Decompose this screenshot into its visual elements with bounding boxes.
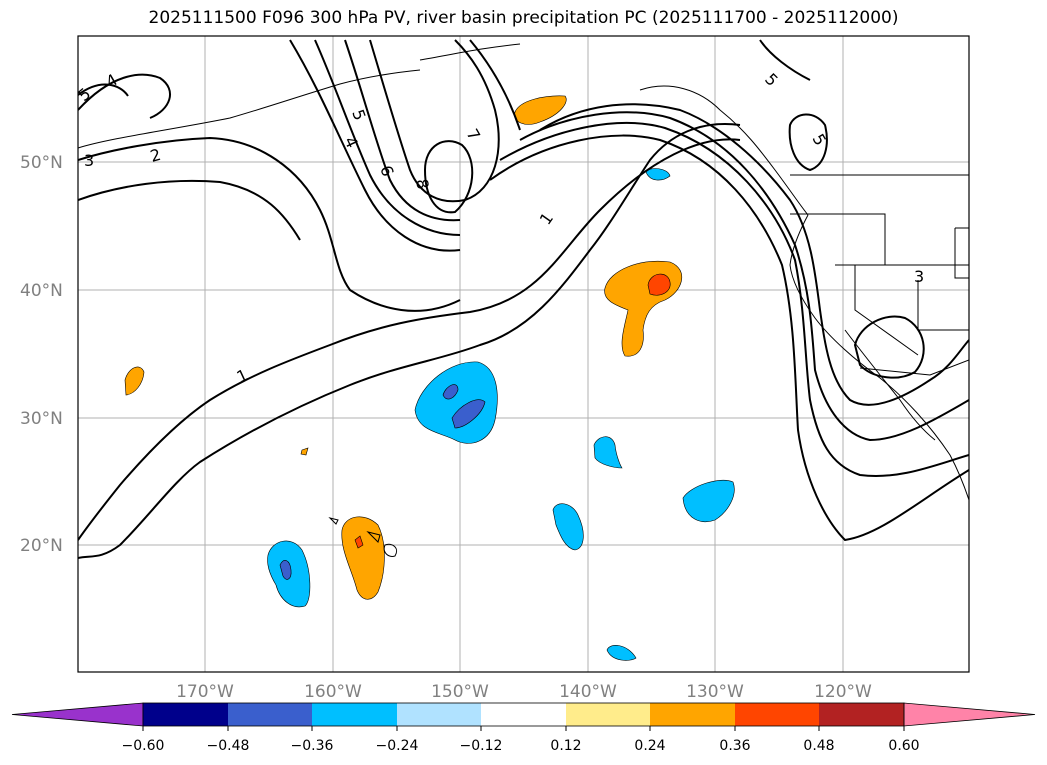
lon-label-130: 130°W bbox=[686, 682, 744, 702]
precip-strong-patch bbox=[354, 535, 364, 549]
precipitation-shading bbox=[124, 95, 735, 661]
colorbar: −0.60 −0.48 −0.36 −0.24 −0.12 0.12 0.24 … bbox=[11, 702, 1036, 754]
pv-contour-outer bbox=[499, 122, 969, 477]
colorbar-tick-label: 0.60 bbox=[888, 738, 919, 754]
pv-contour-1 bbox=[78, 138, 741, 541]
latitude-labels: 50°N 40°N 30°N 20°N bbox=[20, 153, 63, 556]
colorbar-outline bbox=[142, 702, 905, 727]
colorbar-bin bbox=[228, 703, 312, 726]
colorbar-extend-min bbox=[11, 702, 144, 727]
colorbar-bin bbox=[312, 703, 397, 726]
colorbar-tick-label: −0.12 bbox=[460, 738, 503, 754]
coastlines bbox=[78, 43, 969, 557]
hawaii-island bbox=[328, 517, 398, 557]
longitude-labels: 170°W 160°W 150°W 140°W 130°W 120°W bbox=[176, 682, 872, 702]
north-america-west-coast bbox=[789, 214, 969, 501]
pv-contour-4 bbox=[78, 73, 171, 119]
colorbar-bin bbox=[650, 703, 735, 726]
colorbar-tick-label: −0.60 bbox=[122, 738, 165, 754]
lat-label-30: 30°N bbox=[20, 409, 63, 429]
pv-contour-5 bbox=[759, 39, 811, 81]
pv-label: 3 bbox=[914, 267, 924, 286]
lat-label-50: 50°N bbox=[20, 153, 63, 173]
precip-negative-patch bbox=[552, 503, 584, 551]
alaska-southeast-coast bbox=[639, 85, 809, 216]
pv-contour-5 bbox=[314, 39, 461, 236]
colorbar-tick-label: 0.12 bbox=[550, 738, 581, 754]
precip-positive-patch bbox=[300, 447, 309, 456]
pv-contour-4 bbox=[289, 39, 461, 252]
pv-contour-8 bbox=[423, 140, 474, 214]
lat-label-20: 20°N bbox=[20, 536, 63, 556]
pv-contour-3 bbox=[853, 315, 925, 379]
pv-contour-3 bbox=[78, 179, 301, 241]
colorbar-bin bbox=[735, 703, 819, 726]
map-panel bbox=[78, 36, 969, 672]
pv-contour-2 bbox=[78, 136, 461, 312]
pv-contour-outer bbox=[519, 111, 969, 442]
colorbar-tick-label: 0.48 bbox=[803, 738, 834, 754]
precip-negative-patch bbox=[682, 479, 735, 523]
colorbar-tick-label: 0.24 bbox=[634, 738, 665, 754]
map-title: 2025111500 F096 300 hPa PV, river basin … bbox=[148, 8, 899, 28]
colorbar-bin bbox=[566, 703, 650, 726]
colorbar-bin bbox=[819, 703, 904, 726]
us-state-line bbox=[790, 213, 886, 265]
pv-contour-5 bbox=[788, 113, 828, 172]
precip-strong-patch bbox=[647, 273, 671, 296]
precip-negative-patch bbox=[414, 361, 498, 444]
pv-contour-5 bbox=[78, 83, 129, 97]
alaska-coast bbox=[78, 69, 421, 149]
us-state-line bbox=[954, 227, 969, 279]
colorbar-tick-label: −0.48 bbox=[207, 738, 250, 754]
precip-negative-patch bbox=[606, 645, 637, 661]
colorbar-tick-label: 0.36 bbox=[719, 738, 750, 754]
colorbar-bin bbox=[481, 703, 566, 726]
pv-contour-outer bbox=[489, 134, 969, 542]
pv-label: 3 bbox=[84, 151, 94, 170]
colorbar-tick-marks bbox=[142, 726, 905, 731]
lat-label-40: 40°N bbox=[20, 281, 63, 301]
map-border bbox=[77, 35, 970, 673]
precip-moderate-negative-patch bbox=[451, 399, 486, 429]
lon-label-120: 120°W bbox=[814, 682, 872, 702]
us-state-line bbox=[854, 265, 919, 356]
colorbar-tick-label: −0.36 bbox=[291, 738, 334, 754]
pv-contour-6 bbox=[344, 39, 461, 222]
pv-contour-outer bbox=[539, 103, 969, 406]
lon-label-170: 170°W bbox=[176, 682, 234, 702]
lon-label-150: 150°W bbox=[431, 682, 489, 702]
precip-moderate-negative-patch bbox=[442, 384, 459, 400]
colorbar-extend-max bbox=[903, 702, 1036, 727]
precip-negative-patch bbox=[645, 168, 671, 181]
precip-moderate-negative-patch bbox=[279, 560, 292, 580]
baja-california bbox=[844, 329, 936, 441]
precip-positive-patch bbox=[514, 95, 567, 125]
pv-contours bbox=[78, 39, 969, 559]
pv-contour-1 bbox=[78, 123, 741, 559]
lon-label-140: 140°W bbox=[559, 682, 617, 702]
pv-contour-7 bbox=[469, 39, 521, 131]
us-mexico-border bbox=[859, 359, 969, 376]
lon-label-160: 160°W bbox=[304, 682, 362, 702]
colorbar-bin bbox=[397, 703, 481, 726]
pv-label: 8 bbox=[412, 177, 432, 190]
colorbar-bin bbox=[143, 703, 228, 726]
colorbar-tick-label: −0.24 bbox=[376, 738, 419, 754]
pv-label: 2 bbox=[148, 145, 163, 166]
precip-positive-patch bbox=[124, 366, 145, 396]
precip-negative-patch bbox=[593, 436, 623, 469]
